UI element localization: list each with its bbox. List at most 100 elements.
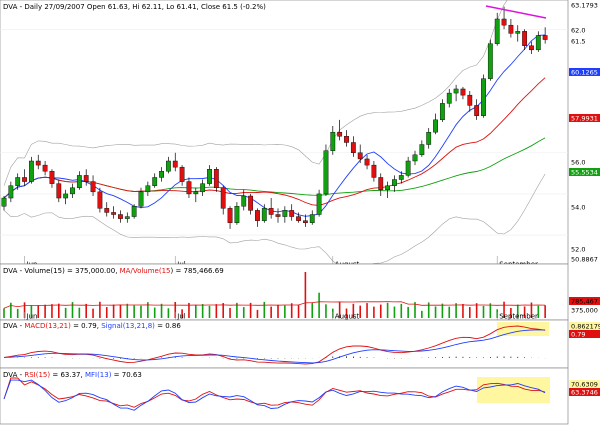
candle-body [70, 187, 75, 195]
rsi-axis-tag-bg [569, 380, 600, 388]
candle-body [49, 171, 55, 184]
volume-bar [475, 303, 478, 318]
rsi-panel: DVA - RSI(15) = 63.37, MFI(13) = 70.63 [0, 367, 569, 425]
volume-bar [270, 306, 272, 318]
volume-bar [126, 303, 129, 318]
volume-bar [359, 305, 361, 318]
candle-body [481, 78, 486, 116]
volume-bar [352, 303, 355, 318]
volume-label-b: ) = 375,000.00, [62, 267, 120, 275]
volume-label-v1: 15 [53, 267, 62, 275]
volume-bar [421, 310, 423, 318]
volume-bar [469, 307, 471, 318]
candle-body [282, 210, 288, 217]
volume-month-label: Jul [176, 313, 186, 321]
volume-month-label: August [335, 313, 360, 321]
candle-body [255, 210, 260, 221]
volume-bar [195, 305, 197, 318]
candle-body [118, 214, 123, 219]
volume-bar [448, 306, 451, 318]
rsi-line [3, 377, 546, 408]
candle-body [323, 150, 329, 195]
price-axis-tag: 61.5 [571, 37, 585, 45]
candle-body [501, 18, 507, 26]
price-axis-tag: 62.0 [571, 26, 585, 34]
candle-body [316, 193, 322, 215]
rsi-label-c: = 63.37, [50, 371, 85, 379]
price-axis-tag: 63.1793 [571, 1, 598, 9]
candle-body [56, 183, 62, 199]
trend-line [485, 5, 547, 19]
volume-bar [44, 304, 46, 318]
price-title-info: - Daily 27/09/2007 Open 61.63, Hi 62.11,… [17, 3, 266, 11]
volume-bar [201, 304, 204, 318]
candle-body [440, 103, 445, 121]
candle-body [8, 185, 14, 199]
price-axis-tag: 55.5534 [571, 168, 598, 176]
candle-body [261, 208, 267, 221]
volume-bar [160, 303, 163, 318]
volume-month-labels: Jun Jul August September [24, 312, 538, 321]
volume-label-v2: 15 [162, 267, 171, 275]
candle-body [412, 154, 418, 162]
volume-month-label: September [499, 313, 538, 321]
macd-label-c: = 0.79, [71, 322, 101, 330]
volume-bars [3, 272, 546, 318]
candle-body [248, 195, 253, 211]
candle-body [350, 142, 356, 153]
volume-bar [290, 303, 293, 318]
volume-bar [140, 305, 142, 318]
candle-body [193, 191, 199, 195]
volume-bar [58, 303, 60, 318]
candle-body [378, 177, 384, 191]
rsi-label-b: RSI(15) [24, 371, 50, 379]
volume-bar [242, 307, 245, 318]
volume-bar [284, 305, 286, 318]
volume-label: DVA - Volume(15) = 375,000.00, MA/Volume… [3, 267, 224, 275]
candle-body [289, 210, 295, 217]
rsi-label: DVA - RSI(15) = 63.37, MFI(13) = 70.63 [3, 371, 142, 379]
volume-ma-line [3, 301, 546, 309]
volume-bar [215, 304, 218, 318]
candle-body [357, 152, 363, 160]
volume-bar [304, 272, 307, 318]
price-axis-tag-bg [569, 1, 600, 9]
price-axis-tag: 57.9931 [571, 114, 598, 122]
candle-body [213, 169, 219, 188]
price-axis-tag: 52.0 [571, 245, 585, 253]
volume-bar [393, 306, 396, 318]
volume-bar [249, 302, 252, 318]
price-gridlines [0, 28, 568, 236]
volume-bar [325, 304, 327, 318]
candle-body [104, 208, 110, 213]
volume-label-a: DVA - Volume( [3, 267, 53, 275]
candle-body [460, 88, 466, 96]
volume-bar [222, 303, 224, 318]
candle-body [159, 171, 164, 178]
candle-body [275, 214, 281, 217]
candle-body [165, 160, 171, 172]
price-axis-labels: 63.1793 62.0 61.5 60.1265 57.9931 56.0 55.5534… [569, 1, 600, 263]
volume-bar [277, 304, 279, 318]
macd-label-e: = 0.86 [155, 322, 181, 330]
volume-bar [400, 303, 403, 318]
volume-bar [174, 301, 177, 318]
volume-bar [503, 301, 505, 318]
macd-label-b: MACD(13,21) [24, 322, 71, 330]
lower-band-line [3, 173, 546, 270]
volume-bar [263, 301, 266, 318]
volume-bar [208, 305, 211, 318]
volume-bar [99, 301, 101, 318]
rsi-axis-tag: 70.6309 [571, 380, 598, 388]
candle-body [22, 177, 27, 182]
volume-bar [236, 302, 238, 318]
rsi-label-e: = 70.63 [111, 371, 141, 379]
candle-body [42, 164, 48, 172]
volume-axis-tag: 375,000 [571, 306, 598, 314]
candle-body [398, 175, 404, 180]
price-axis-tag-bg [569, 168, 600, 176]
candle-body [241, 195, 247, 207]
price-axis-tag-bg [569, 68, 600, 76]
candle-body [63, 193, 69, 199]
